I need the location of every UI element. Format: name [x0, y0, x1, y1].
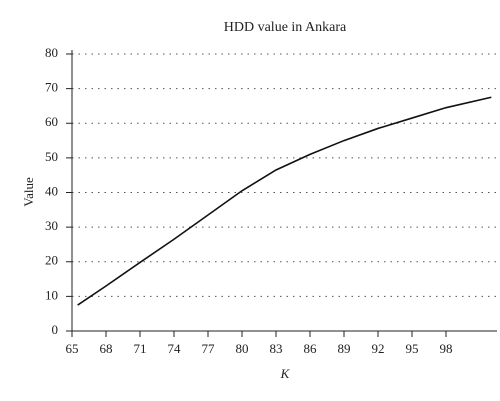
x-tick-label: 68 — [100, 341, 113, 356]
y-tick-label: 0 — [52, 322, 59, 337]
chart-title: HDD value in Ankara — [224, 20, 347, 35]
x-tick-label: 86 — [304, 341, 318, 356]
y-tick-label: 30 — [45, 218, 58, 233]
y-axis-label: Value — [21, 177, 36, 207]
x-tick-label: 74 — [168, 341, 182, 356]
x-tick-label: 77 — [202, 341, 216, 356]
y-tick-label: 40 — [45, 183, 58, 198]
y-tick-label: 60 — [45, 114, 58, 129]
x-tick-label: 98 — [440, 341, 453, 356]
y-tick-label: 10 — [45, 287, 58, 302]
x-tick-label: 65 — [66, 341, 79, 356]
y-tick-label: 80 — [45, 45, 58, 60]
x-tick-label: 71 — [134, 341, 147, 356]
x-axis-label: K — [280, 366, 291, 381]
x-tick-label: 89 — [338, 341, 351, 356]
x-tick-label: 92 — [372, 341, 385, 356]
x-tick-label: 83 — [270, 341, 283, 356]
y-tick-label: 70 — [45, 80, 58, 95]
x-tick-label: 95 — [406, 341, 419, 356]
y-tick-label: 50 — [45, 149, 58, 164]
y-tick-label: 20 — [45, 253, 58, 268]
data-line — [77, 96, 492, 306]
x-tick-label: 80 — [236, 341, 249, 356]
